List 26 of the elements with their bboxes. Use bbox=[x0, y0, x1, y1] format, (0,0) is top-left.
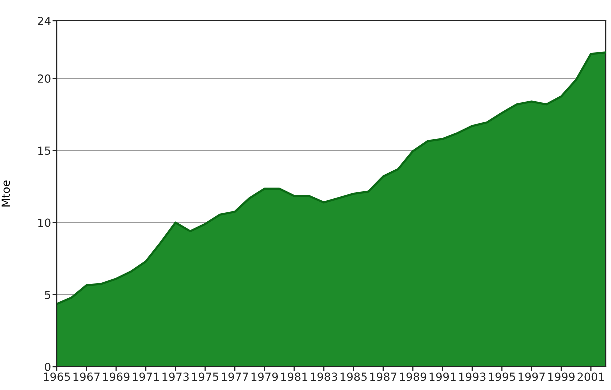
x-tick-label: 1983 bbox=[311, 372, 338, 382]
x-tick-label: 1977 bbox=[222, 372, 248, 382]
x-tick-label: 1995 bbox=[489, 372, 516, 382]
y-axis-title: Mtoe bbox=[2, 180, 10, 207]
x-tick-label: 1973 bbox=[162, 372, 189, 382]
x-tick-label: 1985 bbox=[340, 372, 367, 382]
x-tick-label: 1979 bbox=[252, 372, 278, 382]
y-tick-label: 24 bbox=[38, 16, 51, 26]
x-tick-label: 1997 bbox=[518, 372, 545, 382]
x-tick-label: 1965 bbox=[44, 372, 70, 382]
y-tick-label: 20 bbox=[38, 74, 51, 84]
x-tick-label: 1969 bbox=[103, 372, 130, 382]
x-tick-label: 1975 bbox=[192, 372, 219, 382]
x-tick-label: 1971 bbox=[133, 372, 160, 382]
x-tick-label: 1987 bbox=[370, 372, 397, 382]
y-tick-label: 0 bbox=[45, 362, 51, 372]
x-tick-label: 1981 bbox=[281, 372, 308, 382]
x-tick-label: 1991 bbox=[430, 372, 456, 382]
x-tick-label: 1989 bbox=[400, 372, 426, 382]
y-tick-label: 10 bbox=[38, 218, 51, 228]
y-tick-label: 15 bbox=[38, 146, 50, 156]
y-tick-label: 5 bbox=[45, 291, 50, 300]
x-tick-label: 1967 bbox=[74, 372, 100, 382]
x-tick-label: 1993 bbox=[460, 372, 486, 382]
x-tick-label: 2001 bbox=[578, 372, 604, 382]
x-tick-label: 1999 bbox=[548, 372, 575, 382]
